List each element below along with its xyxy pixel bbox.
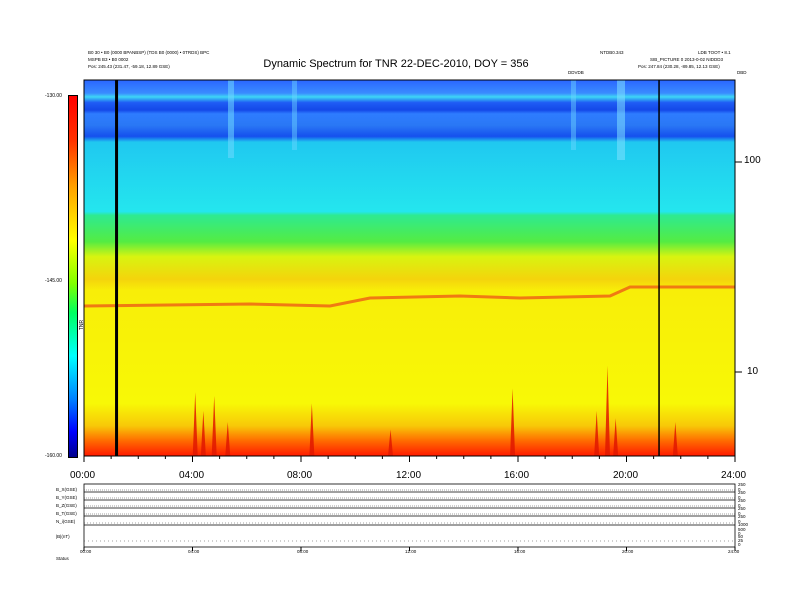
burst-mark [200,410,206,456]
bottom-x-tick-label: 24:00 [728,549,740,554]
x-tick-label: 24:00 [721,470,747,481]
bottom-panel-frame [83,483,736,548]
streak-mark [617,80,625,160]
header-right-small: DBD [737,70,747,75]
streak-mark [292,80,297,150]
burst-mark [672,422,678,456]
bottom-x-tick-label: 12:00 [405,549,417,554]
y-tick-label-100: 100 [744,155,761,166]
colorbar-tick-top: -130.00 [45,93,62,99]
bottom-right-tick-label: 250 [738,506,746,511]
colorbar-tick-mid: -145.00 [45,278,62,284]
y-tick-label-10: 10 [747,366,759,377]
streak-mark [571,80,576,150]
burst-mark [605,365,611,456]
bottom-row-label: N_i(GSE) [56,519,76,524]
x-tick-label: 12:00 [396,470,422,481]
bottom-right-tick-label: 250 [738,482,746,487]
bottom-x-tick-label: 20:00 [622,549,634,554]
bottom-row-label: |B|(nT) [56,534,70,539]
bottom-right-tick-label: 0 [738,519,741,524]
bottom-right-tick-label: 250 [738,498,746,503]
burst-mark [594,410,600,456]
bottom-x-tick-label: 08:00 [297,549,309,554]
header-left-line1: B0 30 • B0 (0000 BPANBSP) (TDS B0 (0000)… [88,50,210,55]
spectrogram-image [84,80,735,456]
bottom-row-label: B_Y(GSE) [56,495,78,500]
bottom-right-tick-label: 250 [738,490,746,495]
x-tick-label: 08:00 [287,470,313,481]
header-left-line3: Pos: 245.43 (231.47, -59.18, 12.89 GSE) [88,64,170,69]
bottom-x-tick-label: 04:00 [188,549,200,554]
bottom-row-label: B_X(GSE) [56,487,78,492]
burst-mark [309,403,315,456]
bottom-x-ticks-group [83,547,736,551]
x-tick-label: 20:00 [613,470,639,481]
x-tick-label: 16:00 [504,470,530,481]
bottom-right-tick-label: 500 [738,527,746,532]
header-right-line2: SIB_PICTURE 0 2013-0-02 NIDDD3 [650,57,724,62]
header-right-line3: Pos: 247.84 (230.28, -89.85, 12.13 GSE) [638,64,720,69]
burst-mark [225,422,231,456]
markers-group [115,80,660,456]
burst-mark [510,388,516,456]
chart-title: Dynamic Spectrum for TNR 22-DEC-2010, DO… [263,58,529,70]
burst-mark [211,395,217,456]
burst-mark [388,429,394,456]
bottom-right-tick-label: 0 [738,511,741,516]
bottom-row-label: B_T(GSE) [56,511,77,516]
x-tick-label: 04:00 [179,470,205,481]
colorbar-tick-bottom: -160.00 [45,453,62,459]
bottom-x-tick-label: 16:00 [514,549,526,554]
burst-mark [192,392,198,456]
header-right-line1b: LDB TOOT • 8.1 [698,50,731,55]
bottom-right-tick-label: 0 [738,487,741,492]
burst-mark [613,418,619,456]
bottom-right-tick-label: 0 [738,542,741,547]
bottom-right-tick-label: 0 [738,503,741,508]
bottom-x-tick-label: 00:00 [80,549,92,554]
x-ticks-group [83,456,736,462]
bottom-row-label: B_Z(GSE) [56,503,77,508]
bottom-right-tick-label: 25 [738,538,744,543]
bottom-right-tick-label: 0 [738,531,741,536]
bottom-right-tick-label: 50 [738,534,744,539]
header-center-small: DDVDB [568,70,584,75]
bottom-right-tick-label: 250 [738,514,746,519]
x-tick-label: 00:00 [70,470,96,481]
feature-line [83,285,735,308]
bottom-right-tick-label: 0 [738,495,741,500]
streak-mark [228,80,234,158]
bursts-group [192,365,678,456]
colorbar [68,95,78,458]
bottom-status-label: Status [56,556,69,561]
bottom-right-tick-label: 1000 [738,522,749,527]
header-left-line2: MSPB B3 • B0 0002 [88,57,129,62]
header-right-line1a: NTDB0.343 [600,50,624,55]
